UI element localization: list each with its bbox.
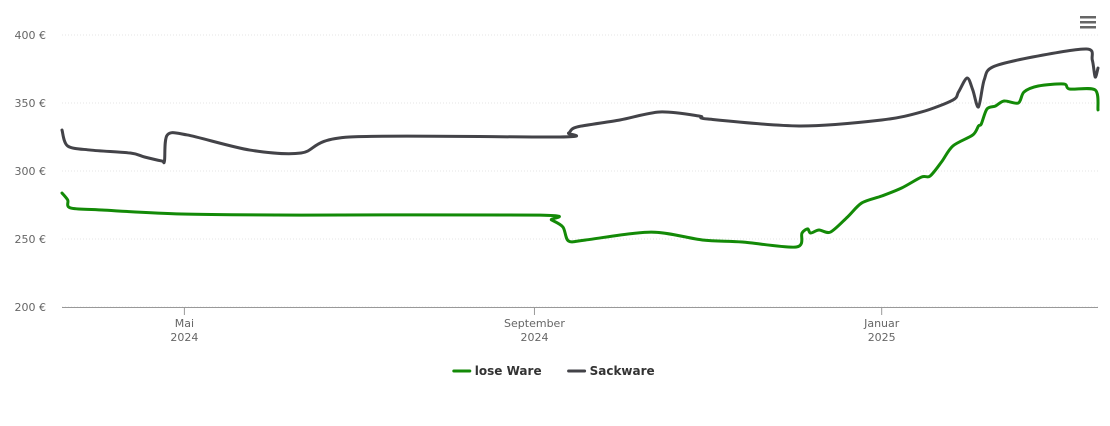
y-tick-label: 400 €: [15, 29, 47, 42]
menu-icon[interactable]: [1078, 14, 1098, 32]
legend-label: Sackware: [590, 364, 655, 378]
series-line: [60, 82, 1100, 249]
y-tick-label: 350 €: [15, 97, 47, 110]
menu-bar: [1080, 26, 1096, 29]
legend-item[interactable]: lose Ware: [452, 364, 542, 378]
y-tick-label: 250 €: [15, 233, 47, 246]
menu-bar: [1080, 21, 1096, 24]
x-tick-label: 2025: [868, 331, 896, 344]
legend-label: lose Ware: [475, 364, 542, 378]
x-tick-label: 2024: [170, 331, 198, 344]
legend-item[interactable]: Sackware: [567, 364, 655, 378]
x-tick-label: September: [504, 317, 565, 330]
x-tick-label: Januar: [863, 317, 900, 330]
x-tick-label: 2024: [520, 331, 548, 344]
y-tick-label: 200 €: [15, 301, 47, 314]
y-tick-label: 300 €: [15, 165, 47, 178]
x-tick-label: Mai: [175, 317, 194, 330]
series-line: [60, 47, 1100, 165]
menu-bar: [1080, 16, 1096, 19]
